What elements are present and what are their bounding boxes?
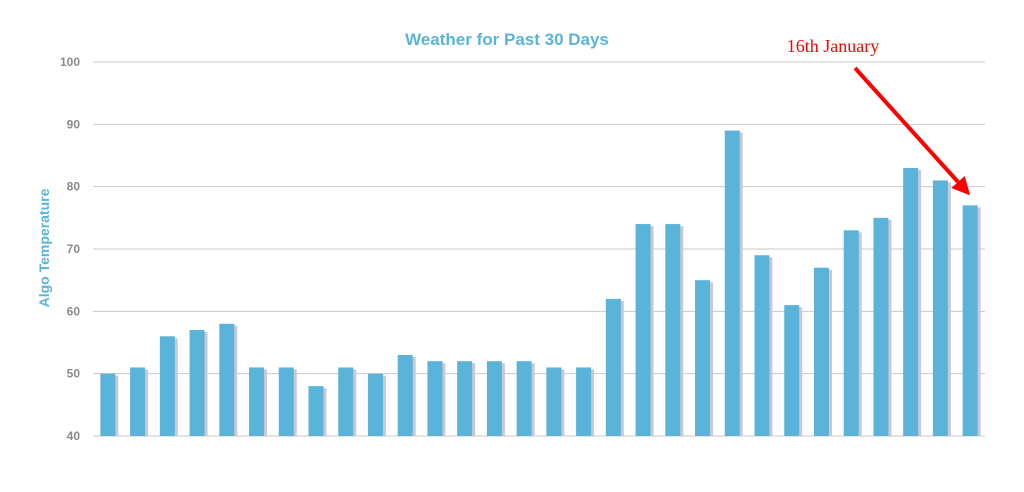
bar-9 <box>367 373 383 436</box>
bar-14 <box>516 361 532 436</box>
annotation-arrowhead-0 <box>951 175 971 196</box>
bar-12 <box>457 361 473 436</box>
y-axis-ticks: 40 50 60 70 80 90 100 <box>60 55 80 443</box>
bar-15 <box>546 367 562 436</box>
bar-25 <box>843 230 859 436</box>
bar-24 <box>813 267 829 436</box>
y-tick-label-90: 90 <box>67 117 81 131</box>
bar-7 <box>308 386 324 436</box>
bar-16 <box>576 367 592 436</box>
bar-5 <box>249 367 265 436</box>
bar-27 <box>903 167 919 436</box>
bar-20 <box>695 280 711 436</box>
bar-26 <box>873 217 889 436</box>
y-axis-label: Algo Temperature <box>36 188 52 307</box>
bar-3 <box>189 330 205 436</box>
bar-1 <box>130 367 146 436</box>
bar-11 <box>427 361 443 436</box>
annotations: 16th January <box>787 36 971 196</box>
bar-17 <box>605 298 621 436</box>
annotation-label-0: 16th January <box>787 36 879 56</box>
annotation-arrow-0 <box>853 66 960 184</box>
bar-22 <box>754 255 770 436</box>
bar-2 <box>159 336 175 436</box>
bar-8 <box>338 367 354 436</box>
bar-23 <box>784 305 800 436</box>
bars <box>100 130 981 437</box>
bar-18 <box>635 224 651 436</box>
bar-4 <box>219 323 235 436</box>
gridlines <box>93 61 985 437</box>
bar-19 <box>665 224 681 436</box>
bar-0 <box>100 373 116 436</box>
bar-29 <box>962 205 978 436</box>
y-tick-label-70: 70 <box>67 242 81 256</box>
bar-10 <box>397 354 413 436</box>
y-tick-label-80: 80 <box>67 180 81 194</box>
bar-6 <box>278 367 294 436</box>
y-tick-label-60: 60 <box>67 304 81 318</box>
bar-28 <box>932 180 948 436</box>
chart-title: Weather for Past 30 Days <box>405 30 609 49</box>
y-tick-label-100: 100 <box>60 55 80 69</box>
y-tick-label-40: 40 <box>67 429 81 443</box>
bar-13 <box>486 361 502 436</box>
y-tick-label-50: 50 <box>67 367 81 381</box>
bar-21 <box>724 130 740 437</box>
